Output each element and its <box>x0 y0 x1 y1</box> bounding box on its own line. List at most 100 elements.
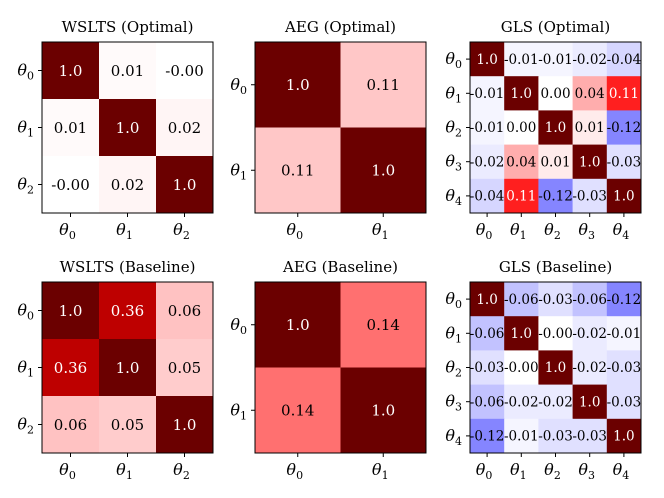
cell-value-label: -0.01 <box>470 120 505 136</box>
heatmap-cell <box>470 282 505 317</box>
panel-title: GLS (Baseline) <box>499 258 612 276</box>
cell-value-label: 0.36 <box>111 302 144 320</box>
cell-value-label: 0.06 <box>168 302 201 320</box>
heatmap-cell <box>255 127 341 214</box>
x-tick-label: θ2 <box>173 220 190 242</box>
x-tick-label: θ1 <box>116 220 133 242</box>
heatmap-cell <box>606 282 642 317</box>
cell-value-label: 0.04 <box>575 86 605 102</box>
heatmap-cell <box>470 144 505 180</box>
cell-value-label: -0.02 <box>572 52 607 68</box>
cell-value-label: 0.01 <box>54 119 87 137</box>
y-tick-label: θ0 <box>230 75 247 97</box>
cell-value-label: 0.05 <box>111 416 144 434</box>
cell-value-label: 1.0 <box>511 86 532 102</box>
heatmap-cell <box>470 350 505 386</box>
heatmap-cell <box>504 384 539 420</box>
heatmap-cell <box>606 110 642 146</box>
heatmap-cell <box>470 42 505 77</box>
cell-value-label: -0.02 <box>572 326 607 342</box>
cell-value-label: -0.02 <box>470 154 505 170</box>
y-tick-label: θ0 <box>17 301 34 323</box>
x-tick-label: θ0 <box>476 220 493 242</box>
heatmap-cell <box>504 316 539 351</box>
cell-value-label: 0.14 <box>281 402 314 420</box>
cell-value-label: 1.0 <box>116 359 140 377</box>
y-tick-label: θ4 <box>445 426 462 448</box>
heatmap-cell <box>99 42 157 100</box>
heatmap-cell <box>538 76 574 111</box>
cell-value-label: -0.00 <box>51 176 89 194</box>
x-tick-label: θ1 <box>510 220 527 242</box>
heatmap-cell <box>42 396 100 454</box>
heatmap-cell <box>340 367 427 454</box>
y-tick-label: θ3 <box>445 392 462 414</box>
panel-title: WSLTS (Baseline) <box>60 258 196 276</box>
heatmap-cell <box>255 42 341 128</box>
y-tick-label: θ3 <box>445 152 462 174</box>
heatmap-cell <box>572 42 608 77</box>
x-tick-label: θ1 <box>510 460 527 482</box>
cell-value-label: 1.0 <box>476 52 497 68</box>
x-tick-label: θ4 <box>613 220 630 242</box>
heatmap-cell <box>572 282 608 317</box>
cell-value-label: -0.01 <box>470 86 505 102</box>
cell-value-label: 0.04 <box>506 154 536 170</box>
cell-value-label: 0.01 <box>575 120 605 136</box>
heatmap-cell <box>538 316 574 351</box>
panel-title: AEG (Optimal) <box>284 18 396 36</box>
cell-value-label: -0.03 <box>607 394 642 410</box>
heatmap-panel-wslts-baseline: WSLTS (Baseline) 1.0 0.36 0.06 0.36 1.0 0.05 0.… <box>17 258 214 482</box>
y-tick-label: θ0 <box>445 289 462 311</box>
heatmap-cell <box>572 418 608 454</box>
heatmap-cell <box>42 42 100 100</box>
x-tick-label: θ4 <box>613 460 630 482</box>
heatmap-cell <box>99 156 157 214</box>
heatmap-cell <box>606 316 642 351</box>
y-tick-label: θ1 <box>230 160 247 182</box>
x-tick-label: θ3 <box>578 220 595 242</box>
x-tick-label: θ3 <box>578 460 595 482</box>
axes-frame <box>254 281 427 454</box>
cell-value-label: 0.14 <box>367 316 400 334</box>
heatmap-cell <box>470 76 505 111</box>
cell-value-label: 1.0 <box>511 326 532 342</box>
heatmap-cell <box>42 99 100 157</box>
cell-value-label: 1.0 <box>286 316 310 334</box>
cell-value-label: 0.11 <box>609 86 639 102</box>
heatmap-cell <box>340 42 427 128</box>
x-tick-label: θ0 <box>476 460 493 482</box>
cell-value-label: -0.03 <box>470 360 505 376</box>
cell-value-label: 0.01 <box>540 154 570 170</box>
y-tick-label: θ1 <box>230 400 247 422</box>
heatmap-cell <box>606 384 642 420</box>
cell-value-label: 1.0 <box>371 162 395 180</box>
y-tick-label: θ1 <box>17 118 34 140</box>
heatmap-cell <box>504 350 539 386</box>
y-tick-label: θ1 <box>445 83 462 105</box>
x-tick-label: θ1 <box>372 460 389 482</box>
heatmap-cell <box>572 350 608 386</box>
x-tick-label: θ0 <box>59 460 76 482</box>
heatmap-cell <box>504 418 539 454</box>
heatmap-cell <box>606 350 642 386</box>
cell-value-label: 0.02 <box>168 119 201 137</box>
heatmap-cell <box>572 316 608 351</box>
cell-value-label: -0.00 <box>165 62 203 80</box>
x-tick-label: θ1 <box>372 220 389 242</box>
cell-value-label: 1.0 <box>173 416 197 434</box>
heatmap-cell <box>572 384 608 420</box>
cell-value-label: 1.0 <box>613 429 634 445</box>
cell-value-label: 0.11 <box>506 189 536 205</box>
heatmap-panel-wslts-optimal: WSLTS (Optimal) 1.0 0.01 -0.00 0.01 1.0 0.02 -0… <box>17 18 214 242</box>
cell-value-label: 0.06 <box>54 416 87 434</box>
heatmap-cell <box>42 282 100 340</box>
heatmap-cell <box>504 76 539 111</box>
y-tick-label: θ2 <box>445 118 462 140</box>
heatmap-cell <box>538 144 574 180</box>
heatmap-cell <box>538 282 574 317</box>
y-tick-label: θ2 <box>445 358 462 380</box>
cell-value-label: -0.00 <box>504 360 539 376</box>
y-tick-label: θ0 <box>230 315 247 337</box>
